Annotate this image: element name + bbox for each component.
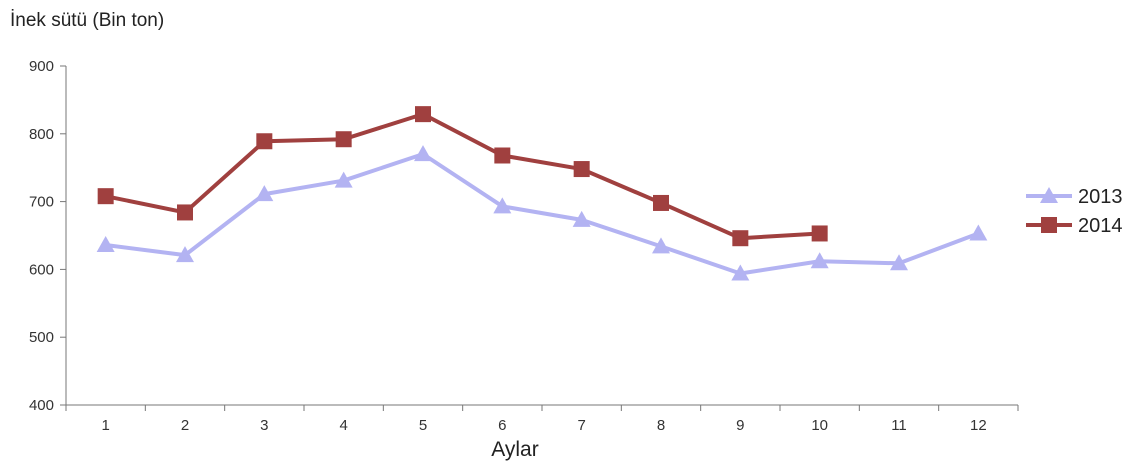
y-axis-title: İnek sütü (Bin ton) <box>10 10 164 31</box>
x-axis-title: Aylar <box>491 438 538 461</box>
data-point <box>573 161 590 178</box>
legend-label: 2014 <box>1078 215 1123 237</box>
series-layer <box>96 106 988 281</box>
data-point <box>493 197 512 214</box>
data-point <box>414 145 432 162</box>
data-point <box>653 194 669 211</box>
series-2013 <box>96 145 988 281</box>
data-point <box>415 106 431 123</box>
legend: 2013 2014 <box>1026 186 1123 237</box>
data-point <box>811 225 828 242</box>
legend-marker <box>1040 187 1058 203</box>
x-tick-label: 7 <box>577 417 585 434</box>
data-point <box>572 210 591 227</box>
data-point <box>494 147 511 164</box>
data-point <box>177 204 193 221</box>
y-tick-label: 900 <box>29 58 54 75</box>
axes <box>60 65 1019 411</box>
y-tick-label: 800 <box>29 126 54 143</box>
series-line-2013 <box>105 152 980 276</box>
x-tick-labels: 1 2 3 4 5 6 7 8 9 10 11 12 <box>101 417 986 434</box>
x-tick-label: 6 <box>498 417 506 434</box>
y-tick-label: 700 <box>29 194 54 211</box>
y-tick-label: 400 <box>29 397 54 414</box>
x-tick-label: 10 <box>811 417 828 434</box>
legend-label: 2013 <box>1078 186 1123 208</box>
data-point <box>890 254 908 271</box>
y-tick-labels: 400 500 600 700 800 900 <box>29 58 54 414</box>
x-tick-label: 5 <box>419 417 427 434</box>
x-tick-label: 11 <box>891 417 907 434</box>
data-point <box>731 264 750 281</box>
data-point <box>810 252 829 269</box>
data-point <box>256 133 273 150</box>
data-point <box>652 237 670 254</box>
x-tick-label: 8 <box>657 417 665 434</box>
data-point <box>732 230 749 247</box>
y-tick-label: 600 <box>29 261 54 278</box>
x-tick-label: 2 <box>181 417 189 434</box>
data-point <box>97 188 114 205</box>
x-tick-label: 12 <box>970 417 987 434</box>
legend-item-2014: 2014 <box>1026 215 1123 237</box>
x-tick-label: 1 <box>101 417 109 434</box>
series-2014 <box>97 106 828 247</box>
x-tick-label: 3 <box>260 417 268 434</box>
data-point <box>969 224 988 241</box>
data-point <box>255 185 274 202</box>
legend-marker <box>1041 217 1057 233</box>
data-point <box>335 131 352 148</box>
data-point <box>176 246 194 263</box>
x-tick-label: 4 <box>339 417 347 434</box>
series-line-2014 <box>105 112 820 241</box>
y-tick-label: 500 <box>29 329 54 346</box>
data-point <box>334 171 353 188</box>
data-point <box>96 235 115 252</box>
legend-item-2013: 2013 <box>1026 186 1123 208</box>
x-tick-label: 9 <box>736 417 744 434</box>
